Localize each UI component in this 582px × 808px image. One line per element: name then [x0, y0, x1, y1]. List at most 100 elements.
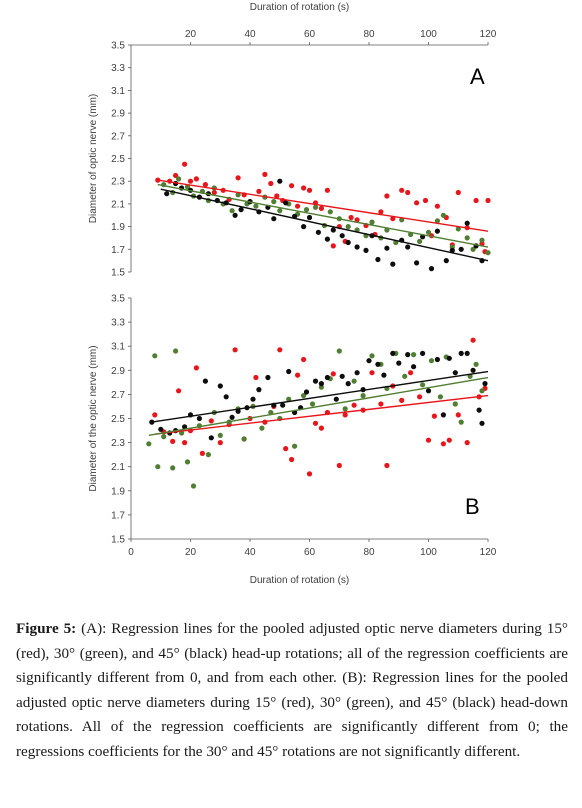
data-point-black	[312, 378, 319, 384]
data-point-green	[205, 452, 211, 458]
data-point-green	[184, 459, 191, 465]
data-point-black	[315, 229, 321, 235]
y-tick-label: 2.5	[111, 154, 125, 165]
data-point-red	[193, 176, 199, 182]
data-point-red	[318, 425, 324, 431]
data-point-black	[458, 350, 464, 356]
data-point-black	[339, 233, 345, 239]
data-point-black	[283, 200, 289, 206]
data-point-red	[176, 388, 182, 394]
y-tick-label: 3.3	[111, 63, 125, 74]
data-point-red	[414, 200, 420, 206]
data-point-red	[440, 441, 446, 447]
data-point-green	[241, 436, 247, 442]
data-point-green	[458, 419, 464, 425]
data-point-green	[360, 393, 366, 399]
data-point-green	[309, 401, 316, 407]
data-point-green	[417, 238, 423, 244]
data-point-green	[411, 352, 417, 358]
data-point-black	[277, 178, 283, 184]
data-point-red	[330, 371, 336, 377]
data-point-black	[464, 220, 470, 226]
data-point-black	[366, 358, 372, 364]
data-point-black	[440, 412, 446, 418]
data-point-red	[425, 437, 432, 443]
data-point-red	[235, 175, 241, 181]
data-point-green	[217, 432, 223, 438]
regression-line-green	[148, 376, 489, 437]
data-point-red	[378, 401, 384, 407]
data-point-green	[312, 204, 319, 210]
figure-5-charts: 1.5 1.7 1.9 2.1 2.3 2.5 2.7 2.9 3.1 3.3 3.5 20 40 60 8…	[88, 2, 497, 586]
data-point-red	[378, 209, 384, 215]
x-tick-label: 40	[244, 547, 256, 558]
data-point-black	[301, 224, 307, 230]
data-point-green	[327, 209, 333, 215]
data-point-green	[146, 441, 152, 447]
data-point-red	[211, 189, 217, 196]
data-point-black	[330, 227, 336, 233]
data-point-red	[431, 413, 437, 419]
data-point-green	[485, 250, 491, 256]
data-point-black	[479, 420, 485, 426]
data-point-black	[452, 370, 458, 376]
data-point-black	[339, 373, 345, 379]
data-point-red	[289, 183, 295, 189]
data-point-red	[348, 214, 354, 221]
x-axis-title: Duration of rotation (s)	[250, 575, 350, 586]
data-point-green	[161, 434, 167, 440]
data-point-red	[464, 440, 470, 446]
regression-line-black	[151, 370, 489, 423]
x-tick-label: 20	[185, 547, 197, 558]
data-point-black	[434, 356, 440, 363]
data-point-black	[238, 207, 244, 213]
data-point-red	[455, 412, 461, 418]
data-point-black	[256, 387, 262, 393]
x-tick-label: 80	[363, 547, 375, 558]
data-point-green	[229, 208, 235, 214]
data-point-red	[434, 203, 440, 209]
x-tick-label: 120	[480, 29, 497, 40]
figure-caption: Figure 5: (A): Regression lines for the …	[16, 617, 568, 764]
regression-line-red	[154, 394, 489, 435]
data-point-green	[464, 235, 470, 241]
data-point-green	[420, 382, 426, 388]
data-point-black	[208, 435, 214, 441]
regression-line-red	[157, 179, 489, 232]
data-point-red	[405, 189, 411, 196]
data-point-green	[173, 348, 179, 354]
data-point-red	[384, 193, 390, 199]
data-point-green	[184, 184, 191, 190]
caption-text: (A): Regression lines for the pooled adj…	[16, 620, 569, 760]
data-point-red	[390, 216, 396, 222]
data-point-black	[470, 367, 476, 373]
data-point-green	[470, 246, 476, 252]
data-point-green	[235, 192, 241, 198]
data-point-red	[301, 185, 307, 191]
y-tick-label: 3.3	[111, 318, 125, 329]
x-tick-label: 60	[304, 547, 316, 558]
data-point-green	[351, 378, 357, 384]
series-red	[155, 161, 491, 255]
data-point-green	[155, 464, 161, 470]
data-point-red	[268, 180, 274, 187]
data-point-black	[428, 266, 435, 272]
data-point-black	[354, 244, 360, 250]
data-point-black	[286, 368, 292, 375]
data-point-green	[336, 348, 342, 354]
data-point-black	[363, 247, 369, 253]
data-point-black	[271, 216, 277, 222]
data-point-black	[324, 236, 330, 242]
y-tick-label: 1.7	[111, 510, 125, 521]
data-point-red	[187, 178, 194, 184]
data-point-green	[345, 224, 351, 230]
panel-letter: A	[470, 64, 485, 89]
x-tick-label: 80	[363, 29, 375, 40]
data-point-red	[351, 402, 357, 408]
data-point-black	[324, 374, 330, 381]
data-point-black	[390, 350, 396, 356]
caption-label: Figure 5:	[16, 620, 77, 637]
panel-letter: B	[465, 494, 480, 519]
data-point-black	[265, 374, 271, 381]
data-point-black	[217, 383, 223, 389]
